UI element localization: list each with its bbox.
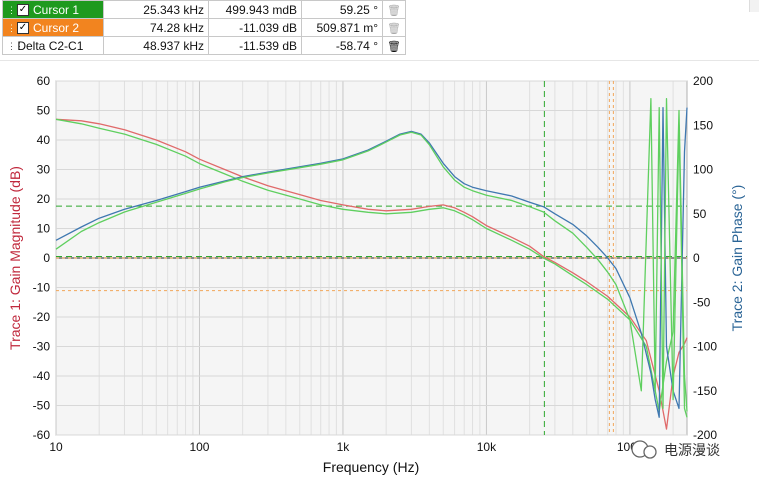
delta-name-cell: ⋮⋮ Delta C2-C1 bbox=[2, 36, 104, 55]
y-axis-left-label: Trace 1: Gain Magnitude (dB) bbox=[7, 166, 23, 350]
y-right-tick-label: 0 bbox=[693, 251, 700, 265]
y-axis-right-label: Trace 2: Gain Phase (°) bbox=[729, 185, 745, 332]
table-scrollbar[interactable] bbox=[749, 0, 759, 12]
wechat-icon-bubble bbox=[643, 445, 657, 459]
trash-icon[interactable]: 🗑 bbox=[387, 22, 401, 35]
y-left-tick-label: -60 bbox=[33, 428, 51, 442]
y-left-tick-label: -50 bbox=[33, 399, 51, 413]
watermark: 电源漫谈 bbox=[631, 440, 720, 459]
cursor-row-1[interactable]: ⋮⋮✓ Cursor 1 25.343 kHz 499.943 mdB 59.25… bbox=[2, 0, 406, 19]
trace-1-magnitude-overlay bbox=[55, 109, 688, 413]
y-left-tick-label: 30 bbox=[37, 163, 51, 177]
cursor-1-name-cell[interactable]: ⋮⋮✓ Cursor 1 bbox=[2, 0, 104, 19]
y-right-tick-label: -50 bbox=[693, 295, 711, 309]
cursor-2-magnitude: -11.039 dB bbox=[208, 18, 302, 37]
cursor-1-checkbox[interactable]: ✓ bbox=[17, 4, 29, 17]
cursor-2-checkbox[interactable]: ✓ bbox=[17, 22, 29, 35]
drag-handle-icon[interactable]: ⋮⋮ bbox=[7, 40, 24, 51]
delta-magnitude: -11.539 dB bbox=[208, 36, 302, 55]
y-right-tick-label: -100 bbox=[693, 340, 717, 354]
delta-label: Delta C2-C1 bbox=[17, 38, 84, 53]
cursor-1-delete[interactable]: 🗑 bbox=[382, 0, 406, 19]
y-left-tick-label: -40 bbox=[33, 369, 51, 383]
cursor-table: ⋮⋮✓ Cursor 1 25.343 kHz 499.943 mdB 59.25… bbox=[2, 0, 406, 55]
y-left-tick-label: 50 bbox=[37, 104, 51, 118]
cursor-2-name-cell[interactable]: ⋮⋮✓ Cursor 2 bbox=[2, 18, 104, 37]
trash-icon[interactable]: 🗑 bbox=[387, 4, 401, 17]
cursor-2-phase: 509.871 m° bbox=[301, 18, 383, 37]
trace-1-magnitude bbox=[55, 118, 688, 430]
y-left-tick-label: 10 bbox=[37, 222, 51, 236]
cursor-1-label: Cursor 1 bbox=[33, 2, 80, 17]
x-tick-label: 10 bbox=[49, 440, 63, 454]
y-left-tick-label: -30 bbox=[33, 340, 51, 354]
separator bbox=[0, 60, 759, 61]
trash-icon[interactable]: 🗑 bbox=[387, 40, 401, 53]
delta-delete[interactable]: 🗑 bbox=[382, 36, 406, 55]
x-tick-label: 1k bbox=[337, 440, 351, 454]
cursor-1-phase: 59.25 ° bbox=[301, 0, 383, 19]
delta-phase: -58.74 ° bbox=[301, 36, 383, 55]
x-tick-label: 100 bbox=[189, 440, 209, 454]
y-left-tick-label: -10 bbox=[33, 281, 51, 295]
delta-frequency: 48.937 kHz bbox=[103, 36, 209, 55]
y-right-tick-label: 50 bbox=[693, 207, 707, 221]
cursor-2-frequency: 74.28 kHz bbox=[103, 18, 209, 37]
y-left-tick-label: 20 bbox=[37, 192, 51, 206]
y-right-tick-label: -200 bbox=[693, 428, 717, 442]
y-right-tick-label: 200 bbox=[693, 74, 713, 88]
trace-2-phase-overlay bbox=[55, 98, 688, 418]
x-tick-label: 10k bbox=[477, 440, 497, 454]
y-left-tick-label: 0 bbox=[43, 251, 50, 265]
y-right-tick-label: 100 bbox=[693, 163, 713, 177]
watermark-text: 电源漫谈 bbox=[664, 443, 720, 459]
cursor-1-frequency: 25.343 kHz bbox=[103, 0, 209, 19]
cursor-2-label: Cursor 2 bbox=[33, 20, 80, 35]
cursor-1-magnitude: 499.943 mdB bbox=[208, 0, 302, 19]
drag-handle-icon[interactable]: ⋮⋮ bbox=[7, 22, 24, 33]
y-right-tick-label: 150 bbox=[693, 118, 713, 132]
drag-handle-icon[interactable]: ⋮⋮ bbox=[7, 4, 24, 15]
y-left-tick-label: 60 bbox=[37, 74, 51, 88]
cursor-row-2[interactable]: ⋮⋮✓ Cursor 2 74.28 kHz -11.039 dB 509.871… bbox=[2, 18, 406, 37]
cursor-2-delete[interactable]: 🗑 bbox=[382, 18, 406, 37]
x-axis-label: Frequency (Hz) bbox=[323, 459, 419, 475]
y-left-tick-label: 40 bbox=[37, 133, 51, 147]
y-left-tick-label: -20 bbox=[33, 310, 51, 324]
y-right-tick-label: -150 bbox=[693, 384, 717, 398]
delta-row[interactable]: ⋮⋮ Delta C2-C1 48.937 kHz -11.539 dB -58… bbox=[2, 36, 406, 55]
trace-2-phase bbox=[55, 106, 688, 418]
